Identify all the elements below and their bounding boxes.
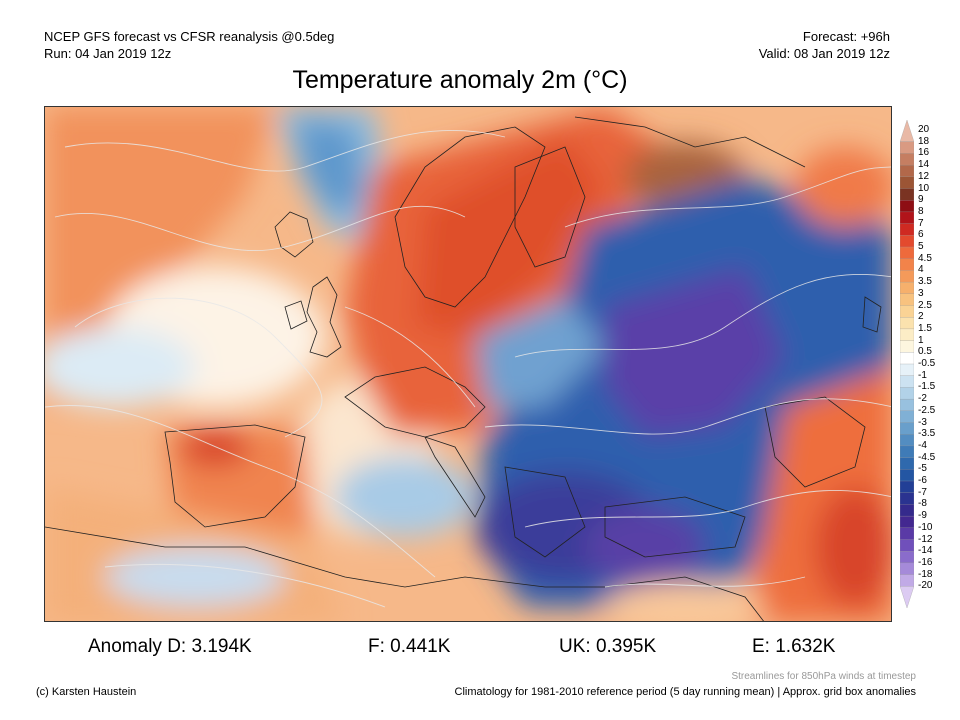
header-left: NCEP GFS forecast vs CFSR reanalysis @0.…: [44, 28, 334, 62]
anomaly-d: Anomaly D: 3.194K: [88, 636, 252, 658]
colorbar-segment: [900, 212, 914, 224]
colorbar-segment: [900, 423, 914, 435]
colorbar-label: -3: [918, 418, 927, 428]
colorbar-segment: [900, 165, 914, 177]
colorbar-segment: [900, 317, 914, 329]
colorbar-label: -3.5: [918, 429, 935, 439]
colorbar-label: -10: [918, 523, 932, 533]
colorbar-label: 2.5: [918, 301, 932, 311]
colorbar-label: -1.5: [918, 382, 935, 392]
colorbar-label: -0.5: [918, 359, 935, 369]
colorbar-label: -2: [918, 394, 927, 404]
colorbar-label: -12: [918, 535, 932, 545]
colorbar-label: -4.5: [918, 453, 935, 463]
anomaly-map: [44, 106, 892, 622]
colorbar-segment: [900, 575, 914, 587]
anomaly-uk: UK: 0.395K: [559, 636, 656, 658]
colorbar-label: 4: [918, 265, 924, 275]
colorbar-segment: [900, 540, 914, 552]
colorbar-segment: [900, 235, 914, 247]
colorbar-label: 0.5: [918, 347, 932, 357]
colorbar-label: 12: [918, 172, 929, 182]
colorbar-segment: [900, 282, 914, 294]
colorbar-label: -6: [918, 476, 927, 486]
colorbar-label: 16: [918, 148, 929, 158]
colorbar-label: 9: [918, 195, 924, 205]
colorbar-segment: [900, 306, 914, 318]
model-description: NCEP GFS forecast vs CFSR reanalysis @0.…: [44, 28, 334, 45]
colorbar-label: -4: [918, 441, 927, 451]
colorbar-segment: [900, 551, 914, 563]
colorbar-segment: [900, 200, 914, 212]
colorbar-segment: [900, 493, 914, 505]
credit: (c) Karsten Haustein: [36, 686, 136, 698]
colorbar-segment: [900, 259, 914, 271]
colorbar-label: 7: [918, 219, 924, 229]
anomaly-f: F: 0.441K: [368, 636, 450, 658]
colorbar-segment: [900, 458, 914, 470]
colorbar-label: 6: [918, 230, 924, 240]
run-time: Run: 04 Jan 2019 12z: [44, 45, 334, 62]
colorbar-segment: [900, 294, 914, 306]
colorbar-segment: [900, 329, 914, 341]
colorbar-label: -9: [918, 511, 927, 521]
colorbar-segment: [900, 387, 914, 399]
colorbar-label: 5: [918, 242, 924, 252]
colorbar-label: -5: [918, 464, 927, 474]
colorbar-label: 1.5: [918, 324, 932, 334]
colorbar-label: -1: [918, 371, 927, 381]
colorbar-segment: [900, 411, 914, 423]
colorbar-segment: [900, 516, 914, 528]
colorbar-label: 14: [918, 160, 929, 170]
colorbar: [900, 120, 914, 608]
colorbar-segment: [900, 352, 914, 364]
colorbar-label: -2.5: [918, 406, 935, 416]
anomaly-map-graphic: [45, 107, 892, 622]
colorbar-label: -18: [918, 570, 932, 580]
colorbar-segment: [900, 270, 914, 282]
anomaly-e: E: 1.632K: [752, 636, 835, 658]
colorbar-label: 18: [918, 137, 929, 147]
colorbar-segment: [900, 434, 914, 446]
colorbar-segment: [900, 469, 914, 481]
colorbar-segment: [900, 586, 914, 608]
colorbar-label: -7: [918, 488, 927, 498]
colorbar-segment: [900, 446, 914, 458]
colorbar-segment: [900, 142, 914, 154]
colorbar-label: -16: [918, 558, 932, 568]
colorbar-label: 2: [918, 312, 924, 322]
colorbar-segment: [900, 341, 914, 353]
forecast-hour: Forecast: +96h: [759, 28, 890, 45]
colorbar-segment: [900, 120, 914, 142]
climatology-note: Climatology for 1981-2010 reference peri…: [455, 686, 916, 698]
colorbar-segment: [900, 153, 914, 165]
colorbar-label: -20: [918, 581, 932, 591]
colorbar-label: -14: [918, 546, 932, 556]
colorbar-label: 1: [918, 336, 924, 346]
colorbar-segment: [900, 247, 914, 259]
colorbar-segment: [900, 563, 914, 575]
colorbar-segment: [900, 224, 914, 236]
colorbar-segment: [900, 481, 914, 493]
colorbar-segment: [900, 177, 914, 189]
valid-time: Valid: 08 Jan 2019 12z: [759, 45, 890, 62]
streamlines-note: Streamlines for 850hPa winds at timestep: [731, 671, 916, 682]
colorbar-label: -8: [918, 499, 927, 509]
colorbar-segment: [900, 504, 914, 516]
colorbar-label: 8: [918, 207, 924, 217]
colorbar-label: 3: [918, 289, 924, 299]
colorbar-segment: [900, 376, 914, 388]
colorbar-label: 4.5: [918, 254, 932, 264]
colorbar-segment: [900, 528, 914, 540]
header-right: Forecast: +96h Valid: 08 Jan 2019 12z: [759, 28, 890, 62]
colorbar-segment: [900, 189, 914, 201]
colorbar-label: 10: [918, 184, 929, 194]
colorbar-segment: [900, 399, 914, 411]
colorbar-label: 20: [918, 125, 929, 135]
colorbar-label: 3.5: [918, 277, 932, 287]
colorbar-segment: [900, 364, 914, 376]
map-title: Temperature anomaly 2m (°C): [0, 66, 920, 95]
